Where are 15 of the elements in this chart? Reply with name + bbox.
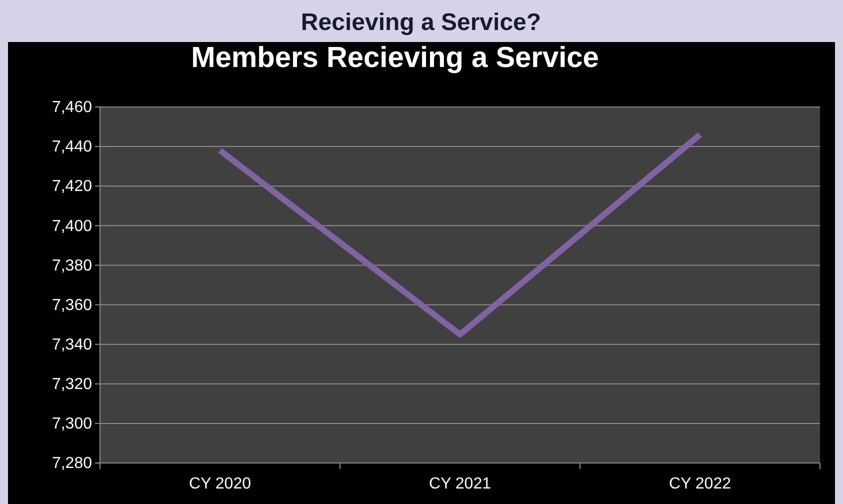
y-tick-label: 7,360	[52, 296, 92, 314]
y-tick-label: 7,440	[52, 138, 92, 156]
y-tick-label: 7,400	[52, 218, 92, 235]
y-tick-label: 7,460	[52, 99, 92, 116]
x-tick-label: CY 2021	[429, 475, 492, 492]
y-tick-label: 7,280	[52, 455, 92, 472]
y-tick-label: 7,340	[52, 336, 92, 354]
text: Recieving a Service?	[300, 9, 542, 36]
y-tick-label: 7,300	[52, 416, 92, 433]
x-tick-label: CY 2020	[189, 475, 252, 492]
chart-title: Members Recieving a Service	[191, 42, 599, 74]
y-tick-label: 7,420	[52, 178, 92, 196]
x-tick-label: CY 2022	[669, 475, 732, 492]
y-tick-label: 7,320	[52, 376, 92, 394]
y-tick-label: 7,380	[52, 257, 92, 274]
